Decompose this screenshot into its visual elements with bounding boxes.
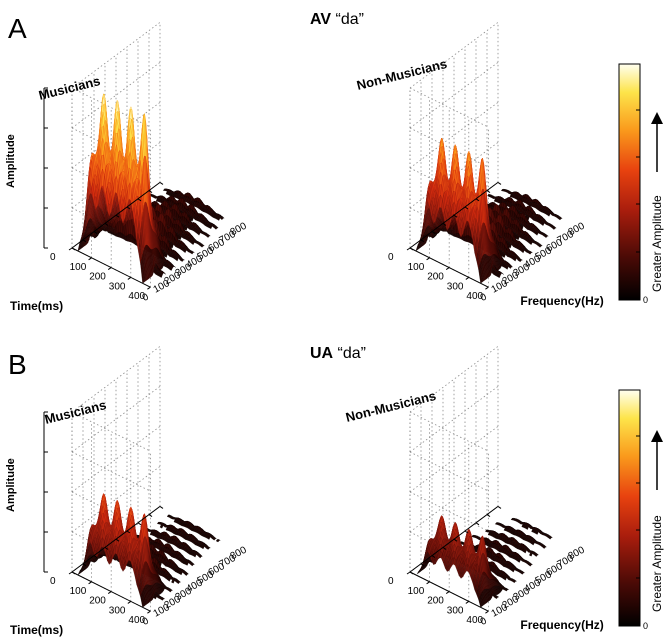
time-tick: [445, 267, 450, 271]
surface-patch: [189, 250, 194, 255]
time-tick-label: 200: [427, 272, 444, 283]
time-tick-label: 0: [388, 252, 394, 263]
grid-line: [409, 87, 489, 128]
subplot-title: Non-Musicians: [355, 56, 448, 93]
panel-title-b-bold: UA: [310, 345, 334, 362]
plot-av-musicians: 01002003004000100200300400500600700800Am…: [5, 22, 249, 313]
surface-patch: [184, 225, 188, 231]
surface-patch: [216, 216, 221, 221]
amplitude-axis-label: Amplitude: [5, 134, 17, 188]
time-tick: [426, 257, 430, 261]
time-tick: [68, 247, 73, 251]
grid-line: [71, 127, 151, 168]
freq-tick-label: 800: [567, 220, 587, 238]
subplot-title: Musicians: [37, 73, 102, 103]
panel-title-a-bold: AV: [310, 11, 331, 28]
surface-patch: [197, 229, 201, 236]
surface-patch: [208, 224, 213, 229]
surface-patch: [164, 251, 168, 258]
surface-patch: [199, 243, 204, 248]
time-tick: [406, 247, 411, 251]
surface-patch: [219, 216, 224, 221]
panel-title-a: AV “da”: [310, 11, 364, 28]
time-tick-label: 300: [447, 281, 464, 292]
grid-line: [71, 451, 151, 492]
panel-title-a-rest: “da”: [331, 11, 364, 28]
time-tick-label: 300: [109, 281, 126, 292]
grid-line: [71, 411, 151, 452]
time-tick-label: 200: [89, 272, 106, 283]
plot-av-non-musicians: 01002003004000100200300400500600700800Fr…: [355, 22, 604, 308]
frequency-axis-label: Frequency(Hz): [520, 294, 603, 308]
time-tick: [147, 286, 151, 290]
surface-patch: [213, 225, 218, 230]
surface-patch: [169, 265, 173, 271]
surface-patch: [190, 216, 194, 222]
surface-patch: [205, 234, 210, 238]
panel-title-b-rest: “da”: [333, 345, 366, 362]
surface-patch: [178, 234, 182, 241]
surface-patch: [191, 240, 195, 245]
grid-line: [71, 87, 151, 128]
surface-patch: [170, 242, 174, 249]
surface: [77, 93, 225, 284]
surface-patch: [175, 255, 179, 262]
panel-label-a: A: [8, 13, 27, 44]
plot-ua-musicians: 01002003004000100200300400500600700800Am…: [5, 346, 249, 637]
surface-patch: [183, 247, 187, 254]
panel-title-b: UA “da”: [310, 345, 366, 362]
time-tick-label: 100: [70, 262, 87, 273]
panel-label-b: B: [8, 349, 27, 380]
time-tick: [107, 267, 112, 271]
freq-tick-label: 800: [229, 220, 249, 238]
freq-tick: [497, 181, 502, 185]
time-tick: [127, 276, 132, 280]
time-axis-label: Time(ms): [10, 299, 63, 313]
time-tick: [485, 286, 489, 290]
time-tick-label: 100: [408, 262, 425, 273]
time-tick: [88, 257, 92, 261]
freq-tick: [159, 181, 164, 185]
surface-patch: [180, 258, 184, 262]
time-tick-label: 0: [50, 252, 56, 263]
time-tick: [465, 276, 470, 280]
